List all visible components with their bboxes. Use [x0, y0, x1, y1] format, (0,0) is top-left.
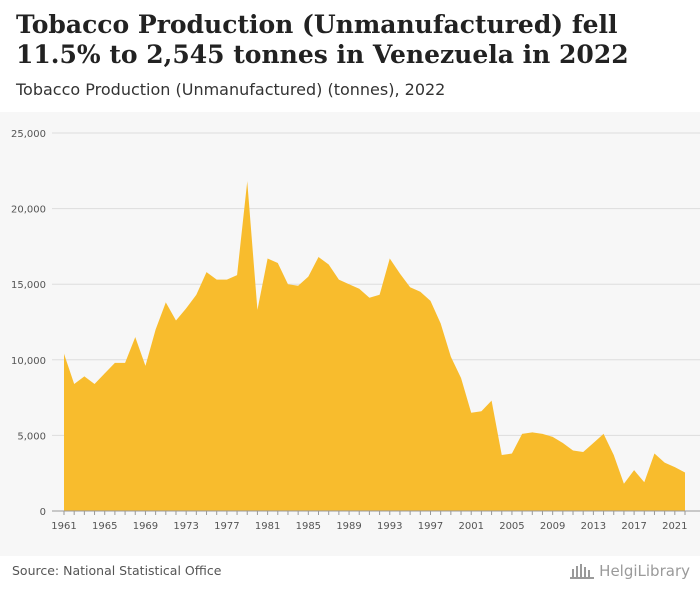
x-tick-label: 1993 — [377, 521, 402, 532]
y-tick-label: 0 — [40, 507, 46, 518]
library-building-icon — [570, 564, 595, 579]
y-tick-label: 15,000 — [11, 280, 46, 291]
chart-header: Tobacco Production (Unmanufactured) fell… — [0, 0, 700, 112]
source-note: Source: National Statistical Office — [12, 563, 222, 578]
x-tick-label: 1965 — [92, 521, 117, 532]
y-tick-label: 5,000 — [17, 431, 46, 442]
footer — [0, 556, 700, 596]
y-tick-label: 25,000 — [11, 129, 46, 140]
x-tick-label: 1989 — [336, 521, 361, 532]
x-tick-label: 1997 — [418, 521, 443, 532]
x-tick-label: 1969 — [133, 521, 158, 532]
helgilibrary-logo: HelgiLibrary — [569, 562, 690, 580]
x-tick-label: 2005 — [499, 521, 524, 532]
x-tick-label: 2013 — [581, 521, 606, 532]
x-tick-label: 2021 — [662, 521, 687, 532]
x-tick-label: 1981 — [255, 521, 280, 532]
y-tick-label: 10,000 — [11, 356, 46, 367]
x-tick-label: 2009 — [540, 521, 565, 532]
logo-text: HelgiLibrary — [599, 562, 690, 580]
x-tick-label: 1973 — [173, 521, 198, 532]
y-tick-label: 20,000 — [11, 205, 46, 216]
x-tick-label: 1985 — [296, 521, 321, 532]
chart-title: Tobacco Production (Unmanufactured) fell… — [16, 10, 629, 69]
x-tick-label: 1961 — [51, 521, 76, 532]
x-tick-label: 2017 — [621, 521, 646, 532]
area-series — [64, 181, 685, 511]
x-tick-label: 1977 — [214, 521, 239, 532]
chart-subtitle: Tobacco Production (Unmanufactured) (ton… — [16, 80, 446, 99]
x-tick-label: 2001 — [458, 521, 483, 532]
